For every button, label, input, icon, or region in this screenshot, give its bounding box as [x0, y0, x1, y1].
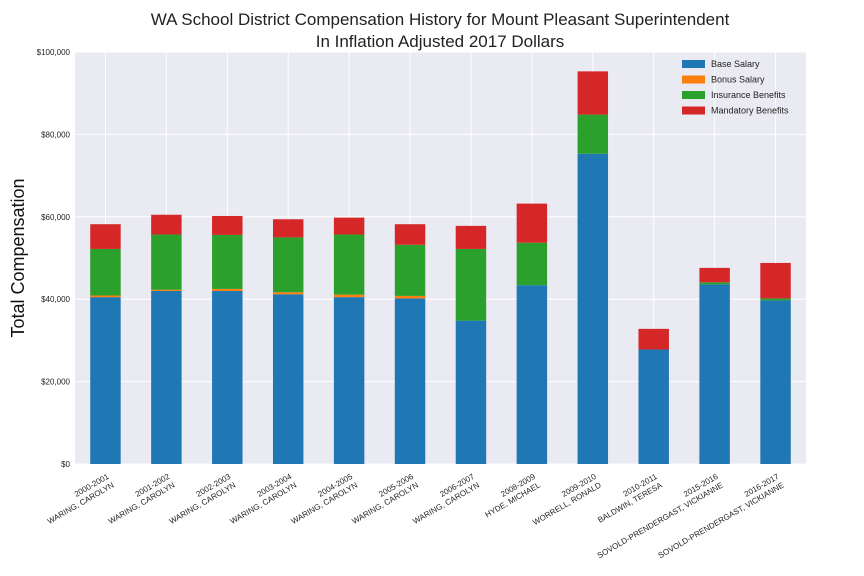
bar-insurance-benefits — [151, 234, 182, 290]
bar-base-salary — [577, 153, 609, 464]
bar-base-salary — [699, 284, 730, 464]
legend-swatch — [682, 75, 705, 84]
bar-insurance-benefits — [333, 234, 365, 295]
bar-base-salary — [516, 285, 548, 464]
bar-base-salary — [151, 290, 182, 464]
bar-bonus-salary — [90, 295, 121, 298]
bar-mandatory-benefits — [151, 214, 182, 235]
bar-bonus-salary — [394, 295, 426, 299]
bar-bonus-salary — [212, 288, 243, 291]
legend-label: Mandatory Benefits — [711, 106, 789, 116]
bar-mandatory-benefits — [455, 225, 487, 249]
bar-base-salary — [333, 297, 365, 464]
legend-label: Insurance Benefits — [711, 90, 786, 100]
bar-mandatory-benefits — [333, 217, 365, 235]
bar-mandatory-benefits — [394, 224, 426, 245]
legend-swatch — [682, 60, 705, 68]
bar-insurance-benefits — [90, 248, 121, 296]
bar-mandatory-benefits — [699, 267, 730, 283]
bar-base-salary — [90, 297, 121, 464]
bar-mandatory-benefits — [760, 262, 791, 299]
chart-title-line-1: WA School District Compensation History … — [151, 10, 730, 29]
y-tick-label: $40,000 — [41, 295, 70, 304]
plot-background — [75, 52, 806, 464]
bar-base-salary — [638, 349, 669, 464]
bar-insurance-benefits — [455, 248, 487, 321]
bar-bonus-salary — [272, 292, 304, 295]
bar-base-salary — [212, 290, 243, 464]
bar-mandatory-benefits — [272, 219, 304, 238]
legend-swatch — [682, 106, 705, 115]
y-axis: $0 $20,000 $40,000 $60,000 $80,000 $100,000 — [37, 48, 71, 469]
bar-insurance-benefits — [760, 298, 791, 301]
bars — [90, 71, 791, 464]
bar-mandatory-benefits — [90, 224, 121, 249]
bar-mandatory-benefits — [516, 203, 548, 243]
bar-bonus-salary — [151, 289, 182, 291]
bar-base-salary — [272, 294, 304, 464]
bar-insurance-benefits — [699, 282, 730, 285]
bar-insurance-benefits — [212, 234, 243, 289]
legend: Base Salary Bonus Salary Insurance Benefit… — [682, 59, 789, 116]
bar-insurance-benefits — [394, 244, 426, 296]
y-tick-label: $0 — [61, 460, 70, 469]
bar-mandatory-benefits — [212, 215, 243, 235]
x-tick-name: SOVOLD-PRENDERGAST, VICKIANNE — [596, 481, 725, 561]
chart-title-line-2: In Inflation Adjusted 2017 Dollars — [316, 32, 565, 51]
y-tick-label: $60,000 — [41, 213, 70, 222]
bar-insurance-benefits — [272, 237, 304, 293]
bar-base-salary — [760, 300, 791, 464]
bar-mandatory-benefits — [638, 328, 669, 350]
y-tick-label: $80,000 — [41, 130, 70, 139]
bar-base-salary — [455, 320, 487, 464]
bar-insurance-benefits — [516, 242, 548, 286]
bar-insurance-benefits — [577, 114, 609, 154]
bar-mandatory-benefits — [577, 71, 609, 115]
y-tick-label: $100,000 — [37, 48, 71, 57]
bar-base-salary — [394, 298, 426, 464]
y-tick-label: $20,000 — [41, 378, 70, 387]
legend-swatch — [682, 91, 705, 99]
bar-bonus-salary — [333, 294, 365, 298]
x-tick-name: SOVOLD-PRENDERGAST, VICKIANNE — [657, 481, 786, 561]
legend-label: Bonus Salary — [711, 75, 765, 85]
legend-label: Base Salary — [711, 59, 760, 69]
y-axis-label: Total Compensation — [8, 178, 28, 337]
